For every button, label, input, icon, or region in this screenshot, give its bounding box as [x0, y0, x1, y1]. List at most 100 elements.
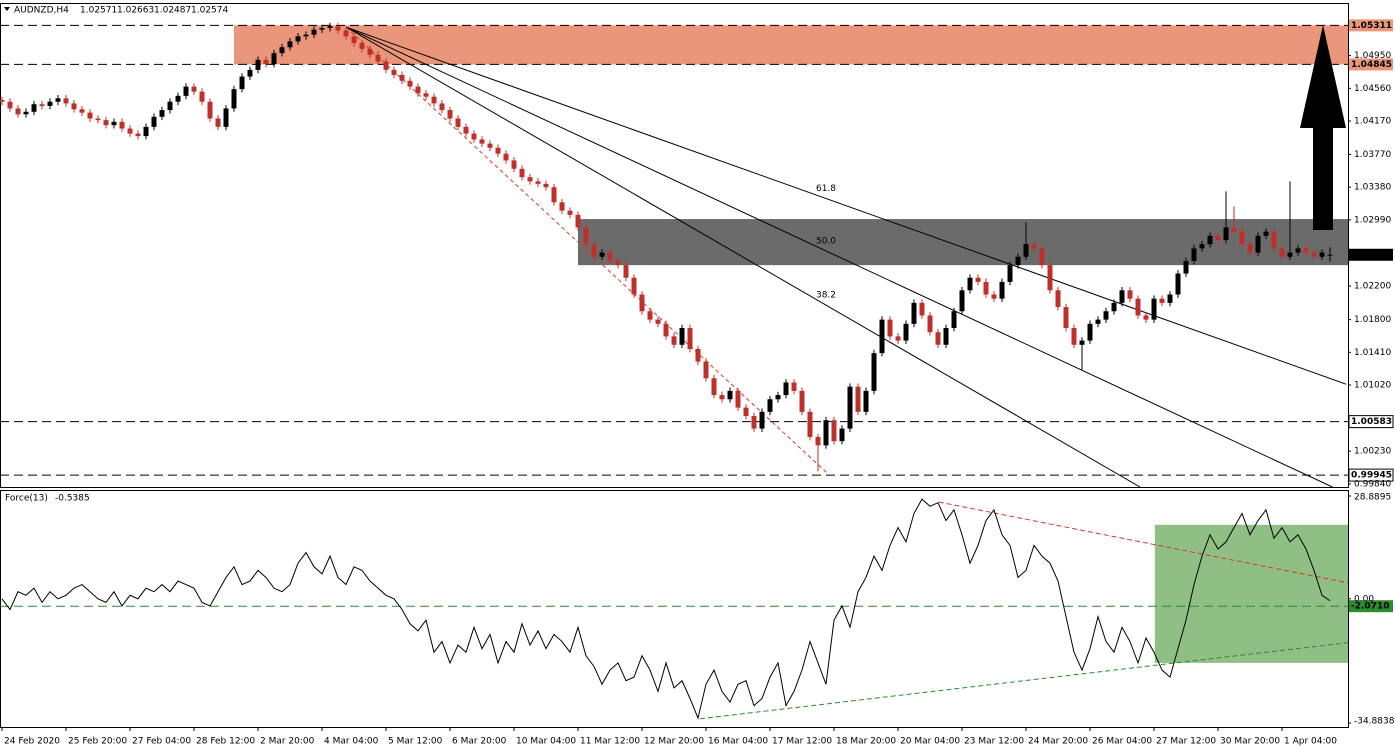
x-tick-label: 5 Mar 12:00: [388, 737, 443, 747]
fan-line: [345, 26, 1141, 487]
y-tick-label: 1.02200: [1354, 282, 1391, 292]
candle-body: [711, 378, 717, 396]
x-tick-label: 25 Feb 20:00: [68, 737, 127, 747]
candle-body: [327, 26, 333, 28]
candle-body: [135, 133, 141, 137]
candle-body: [1039, 248, 1045, 266]
candle-body: [423, 93, 429, 97]
candle-body: [175, 95, 181, 102]
candle-body: [303, 34, 309, 37]
candle-body: [391, 69, 397, 75]
menu-triangle: [4, 7, 10, 11]
force-trendline: [699, 642, 1348, 720]
candle-body: [1007, 265, 1013, 282]
candle-body: [775, 395, 781, 400]
candle-body: [199, 91, 205, 102]
candle-body: [927, 315, 933, 333]
candle-body: [1031, 244, 1037, 249]
x-tick-label: 27 Feb 04:00: [132, 737, 191, 747]
candle-body: [487, 143, 493, 148]
candle-body: [1279, 248, 1285, 257]
candle-body: [39, 104, 45, 106]
candle-body: [367, 48, 373, 55]
candle-body: [151, 116, 157, 127]
candle-body: [183, 86, 189, 96]
candle-body: [1223, 227, 1229, 241]
candle-body: [767, 399, 773, 412]
candle-body: [783, 382, 789, 396]
candle-body: [63, 98, 69, 104]
candle-body: [823, 420, 829, 446]
candle-body: [1047, 265, 1053, 291]
candle-body: [871, 353, 877, 391]
y-tick-label: 1.00230: [1354, 447, 1391, 457]
candle-body: [55, 98, 61, 102]
x-tick-label: 11 Mar 12:00: [580, 737, 640, 747]
force-level-bg: [1349, 600, 1393, 613]
candle-body: [623, 265, 629, 278]
y-tick-label: 1.04170: [1354, 116, 1391, 126]
candle-body: [263, 59, 269, 65]
candle-body: [1183, 260, 1189, 274]
candle-body: [231, 89, 237, 109]
candle-body: [223, 108, 229, 127]
candle-body: [975, 277, 981, 282]
candle-body: [799, 390, 805, 412]
candle-body: [1015, 256, 1021, 266]
candle-body: [471, 133, 477, 140]
candle-body: [503, 153, 509, 161]
candle-body: [359, 43, 365, 49]
candle-body: [751, 416, 757, 429]
x-tick-label: 1 Apr 04:00: [1284, 737, 1337, 747]
candle-body: [415, 86, 421, 94]
main-plot: 61.8 50.0 38.2: [0, 22, 1348, 487]
candle-body: [215, 118, 221, 127]
x-tick-label: 30 Mar 20:00: [1220, 737, 1280, 747]
x-tick-label: 26 Mar 04:00: [1092, 737, 1152, 747]
candle-body: [1207, 235, 1213, 245]
candle-body: [447, 110, 453, 119]
candle-body: [1239, 231, 1245, 245]
candle-body: [1255, 235, 1261, 253]
force-title: Force(13): [5, 494, 48, 504]
candle-body: [279, 47, 285, 54]
candle-body: [247, 69, 253, 77]
candle-body: [703, 361, 709, 379]
candle-body: [719, 395, 725, 400]
y-tick-label: 1.03380: [1354, 183, 1391, 193]
x-tick-label: 2 Mar 20:00: [260, 737, 315, 747]
candle-body: [791, 382, 797, 391]
candle-body: [1111, 302, 1117, 312]
force-plot: [0, 498, 1348, 720]
candle-body: [287, 41, 293, 48]
price-label: 1.02574: [1351, 250, 1392, 260]
candle-body: [207, 101, 213, 119]
candle-body: [1087, 323, 1093, 341]
candle-body: [671, 336, 677, 345]
candle-body: [375, 54, 381, 62]
force-line: [1, 498, 1331, 720]
candle-body: [1231, 227, 1237, 232]
candle-body: [191, 86, 197, 92]
fan-label: 61.8: [816, 184, 836, 194]
candle-body: [1119, 290, 1125, 303]
header-close: 1.02574: [191, 6, 228, 16]
candle-body: [607, 252, 613, 261]
y-tick-label: 1.02990: [1354, 215, 1391, 225]
candle-body: [559, 202, 565, 211]
candle-body: [7, 101, 13, 109]
price-label-bg: [1349, 58, 1393, 71]
candle-body: [47, 101, 53, 106]
x-tick-label: 18 Mar 20:00: [836, 737, 896, 747]
candle-body: [463, 126, 469, 134]
y-tick-label: 1.01020: [1354, 381, 1391, 391]
candle-body: [255, 59, 261, 70]
candle-body: [879, 319, 885, 354]
header-low: 1.02487: [154, 6, 191, 16]
candle-body: [1071, 328, 1077, 345]
force-frame: [0, 490, 1349, 728]
candle-body: [575, 214, 581, 228]
candle-body: [599, 252, 605, 257]
candle-body: [591, 244, 597, 257]
